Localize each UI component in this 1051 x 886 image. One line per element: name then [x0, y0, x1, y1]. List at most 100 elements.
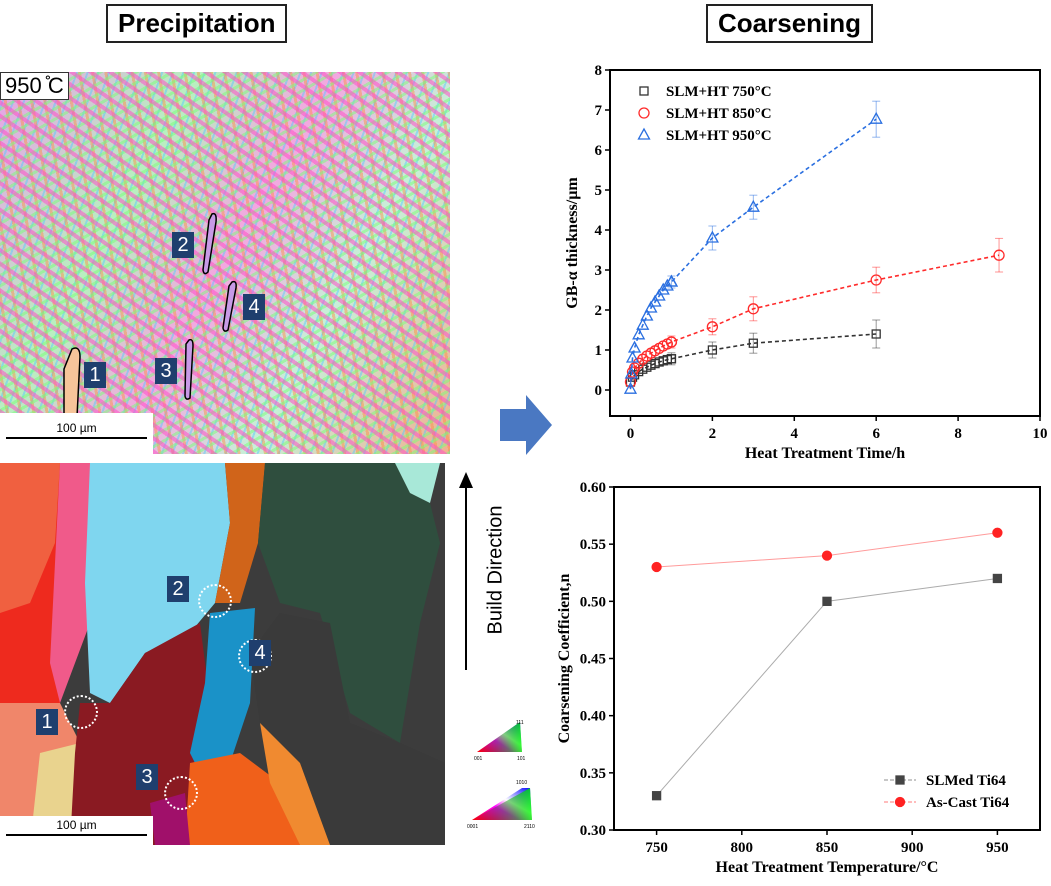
marker-3: 3 — [155, 358, 177, 384]
y-tick-label: 1 — [595, 343, 603, 359]
x-tick-label: 950 — [986, 840, 1009, 856]
scale-bar: 100 µm — [0, 816, 153, 845]
y-tick-label: 7 — [595, 103, 603, 119]
x-tick-label: 6 — [872, 426, 880, 442]
data-point-slm-ht-950-c — [656, 282, 670, 295]
y-tick-label: 8 — [595, 63, 603, 79]
build-direction-indicator: Build Direction — [452, 470, 506, 680]
x-tick-label: 2 — [709, 426, 717, 442]
data-point-slm-ht-850-c — [706, 321, 719, 333]
data-point-slm-ht-750-c — [666, 354, 677, 364]
highlight-circle-1 — [64, 695, 98, 729]
y-tick-label: 0 — [595, 383, 603, 399]
build-direction-label: Build Direction — [484, 505, 507, 635]
data-point-as-cast-ti64 — [821, 550, 833, 561]
data-point-slm-ht-950-c — [705, 230, 719, 243]
data-point-slm-ht-750-c — [871, 329, 881, 339]
x-axis-label: Heat Treatment Time/h — [745, 445, 905, 462]
data-point-slm-ht-850-c — [747, 303, 759, 315]
y-tick-label: 0.45 — [580, 652, 606, 668]
legend-label-as-cast-ti64: As-Cast Ti64 — [926, 795, 1010, 811]
data-point-slm-ht-950-c — [652, 288, 666, 301]
data-point-slm-ht-950-c — [746, 199, 760, 212]
ipf-label-001: 001 — [474, 756, 483, 762]
marker-2: 2 — [172, 232, 194, 258]
scale-line — [6, 437, 147, 439]
data-point-slm-ht-950-c — [664, 274, 679, 287]
data-point-slm-ht-950-c — [648, 294, 662, 307]
data-point-slm-ht-950-c — [640, 308, 654, 321]
grain-polygons — [0, 463, 445, 845]
data-point-slm-ht-950-c — [632, 327, 646, 340]
legend-label-slm-ht-850-c: SLM+HT 850°C — [666, 106, 772, 122]
y-axis-label: Coarsening Coefficient,n — [556, 574, 573, 744]
data-point-as-cast-ti64 — [651, 561, 662, 573]
x-tick-label: 750 — [645, 840, 668, 856]
ipf-label-0001: 0001 — [467, 824, 478, 830]
y-axis-label: GB-α thickness/µm — [564, 177, 581, 309]
grain-orientation-map: 1 2 3 4 100 µm — [0, 463, 445, 845]
legend-marker-slm-ht-850-c — [638, 107, 650, 119]
plot-frame — [609, 69, 1041, 417]
data-point-slm-ht-950-c — [636, 317, 650, 330]
data-point-slm-ht-850-c — [665, 336, 678, 348]
series-line-as-cast-ti64 — [656, 532, 998, 568]
data-point-slm-ht-950-c — [644, 300, 658, 313]
data-point-slm-ht-750-c — [707, 345, 718, 355]
legend-marker-slm-ht-950-c — [637, 127, 651, 140]
y-tick-label: 2 — [595, 303, 603, 319]
scale-bar: 100 µm — [0, 413, 153, 454]
y-tick-label: 0.60 — [580, 480, 606, 496]
series-line-slmed-ti64 — [656, 577, 998, 797]
data-point-as-cast-ti64 — [992, 527, 1003, 538]
ebsd-map-950c: 950 ̊C 1 2 3 4 100 µm — [0, 72, 450, 454]
marker-1: 1 — [36, 709, 58, 735]
data-point-slmed-ti64 — [992, 573, 1003, 584]
y-tick-label: 0.40 — [580, 709, 606, 725]
marker-4: 4 — [249, 640, 271, 666]
y-tick-label: 0.30 — [580, 823, 606, 839]
coarsening-title: Coarsening — [706, 4, 874, 43]
gb-alpha-thickness-chart: 0 2 4 6 8 10 0 1 2 3 4 5 6 7 8 Heat Treatment Time/h GB-… — [564, 63, 1048, 462]
y-tick-label: 4 — [595, 223, 603, 239]
x-tick-label: 0 — [627, 426, 635, 442]
data-point-slmed-ti64 — [651, 791, 662, 801]
series-line-slm-ht-850-c — [629, 254, 1000, 383]
x-tick-label: 8 — [954, 426, 962, 442]
legend-marker-as-cast-ti64 — [894, 796, 906, 808]
data-point-slm-ht-850-c — [993, 249, 1005, 261]
data-point-slm-ht-950-c — [624, 366, 638, 379]
coarsening-coefficient-chart: 750 800 850 900 950 0.30 0.35 0.40 0.45 0.50 0.55 0… — [556, 480, 1041, 876]
y-tick-label: 3 — [595, 263, 603, 279]
ipf-label-2110: 2110 — [524, 824, 535, 830]
legend-label-slm-ht-950-c: SLM+HT 950°C — [666, 128, 772, 144]
right-arrow-icon — [500, 395, 552, 455]
up-arrow-icon — [459, 472, 473, 670]
x-tick-label: 800 — [731, 840, 754, 856]
data-point-slm-ht-750-c — [748, 338, 758, 348]
marker-1: 1 — [84, 362, 106, 388]
y-tick-label: 0.35 — [580, 766, 606, 782]
ipf-label-101: 101 — [517, 756, 526, 762]
marker-2: 2 — [167, 576, 189, 602]
temperature-label: 950 ̊C — [0, 72, 69, 100]
x-axis-label: Heat Treatment Temperature/°C — [716, 859, 939, 876]
ipf-color-key: 001 101 111 0001 2110 1010 — [467, 720, 535, 830]
data-point-slm-ht-950-c — [623, 381, 638, 394]
precipitation-title: Precipitation — [106, 4, 288, 43]
y-tick-label: 0.50 — [580, 594, 606, 610]
ipf-label-1010: 1010 — [516, 780, 527, 786]
data-point-slm-ht-950-c — [625, 350, 640, 363]
marker-3: 3 — [136, 764, 158, 790]
data-point-slm-ht-850-c — [633, 357, 645, 369]
data-point-slm-ht-950-c — [627, 340, 642, 353]
precipitate-outlines — [63, 212, 237, 442]
y-tick-label: 5 — [595, 183, 603, 199]
scale-label: 100 µm — [56, 421, 97, 435]
data-point-slm-ht-950-c — [660, 278, 674, 291]
scale-label: 100 µm — [56, 818, 97, 832]
highlight-circle-3 — [164, 776, 198, 810]
x-tick-label: 900 — [901, 840, 924, 856]
data-point-slmed-ti64 — [822, 596, 832, 606]
legend-marker-slmed-ti64 — [895, 775, 905, 785]
